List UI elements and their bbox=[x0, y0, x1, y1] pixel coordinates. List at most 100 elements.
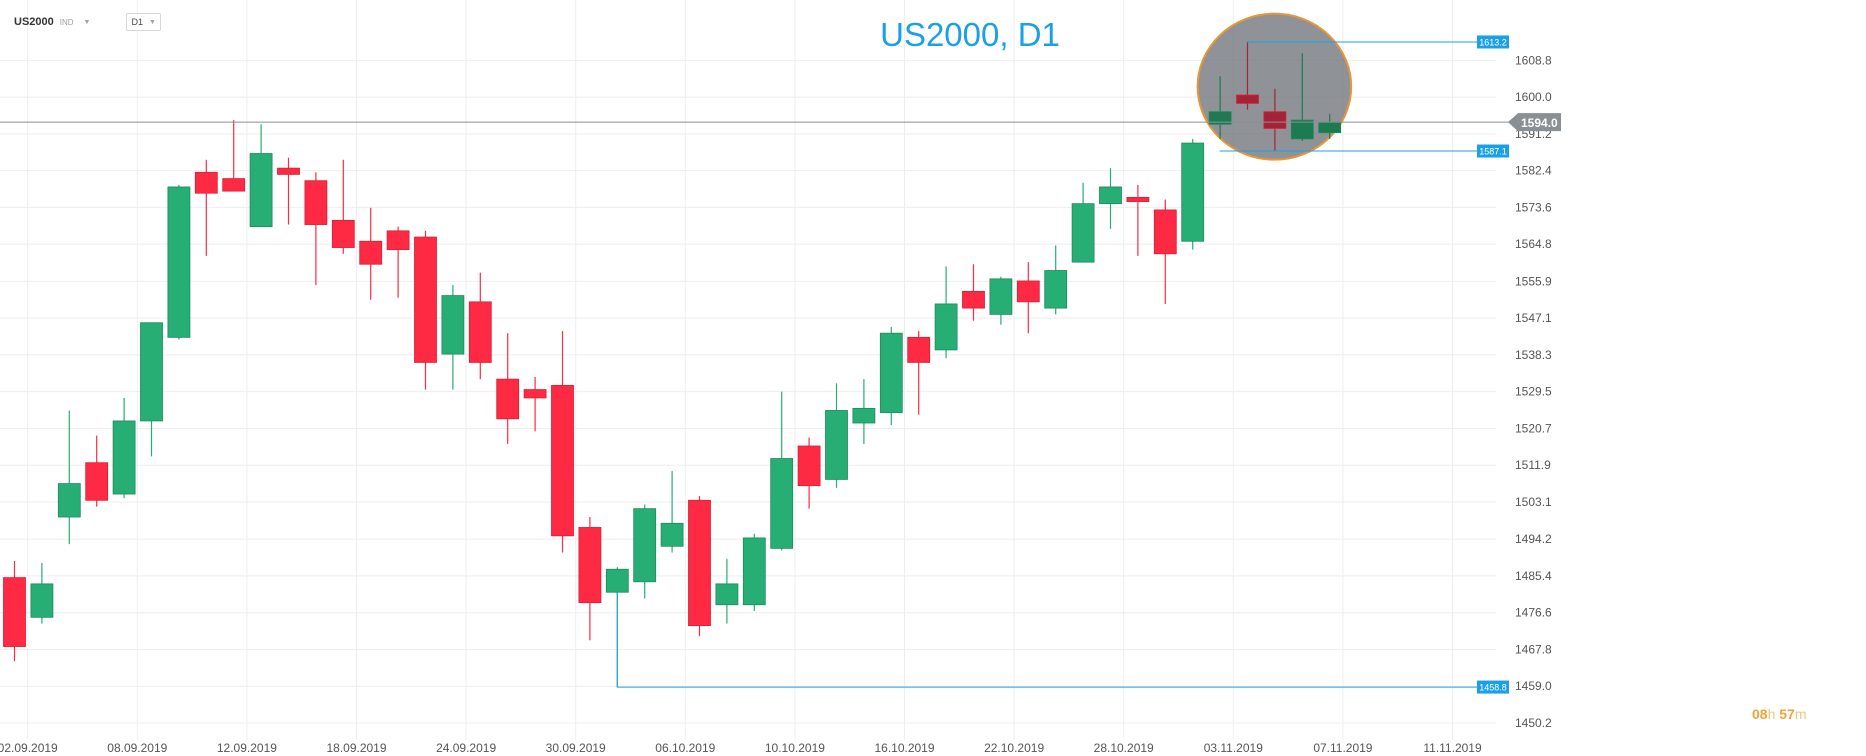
candle-body bbox=[1263, 111, 1287, 129]
timeframe-select[interactable]: D1 ▼ bbox=[126, 13, 161, 31]
y-tick-label: 1494.2 bbox=[1515, 532, 1552, 546]
candle-body bbox=[468, 301, 492, 363]
candle-body bbox=[1181, 142, 1205, 242]
x-tick-label: 07.11.2019 bbox=[1313, 741, 1372, 755]
candle-body bbox=[989, 278, 1013, 315]
candle-body bbox=[934, 303, 958, 351]
candle-body bbox=[85, 462, 109, 501]
price-level-tag bbox=[1477, 680, 1509, 694]
timeframe-chevron-down-icon: ▼ bbox=[149, 18, 156, 26]
candle-body bbox=[770, 458, 794, 549]
candle-body bbox=[797, 445, 821, 487]
candle-body bbox=[1126, 196, 1150, 202]
y-tick-label: 1582.4 bbox=[1515, 164, 1552, 178]
x-tick-label: 24.09.2019 bbox=[436, 741, 496, 755]
y-tick-label: 1520.7 bbox=[1515, 421, 1552, 435]
candle-body bbox=[441, 295, 465, 355]
y-tick-label: 1564.8 bbox=[1515, 237, 1552, 251]
candle-body bbox=[57, 483, 81, 518]
y-tick-label: 1511.9 bbox=[1515, 458, 1551, 472]
timer-hours-unit: h bbox=[1767, 706, 1776, 722]
y-tick-label: 1573.6 bbox=[1515, 200, 1552, 214]
x-tick-label: 16.10.2019 bbox=[874, 741, 934, 755]
candle-body bbox=[331, 219, 355, 248]
timeframe-value: D1 bbox=[131, 17, 143, 27]
symbol-type-badge: IND bbox=[59, 17, 74, 27]
y-tick-label: 1547.1 bbox=[1515, 311, 1552, 325]
candle-body bbox=[660, 522, 684, 547]
price-line-layer bbox=[0, 41, 1510, 688]
y-tick-label: 1555.9 bbox=[1515, 274, 1552, 288]
candle-body bbox=[633, 508, 657, 583]
candle-body bbox=[1099, 186, 1122, 205]
axis-layer: 1608.81600.01591.21582.41573.61564.81555… bbox=[0, 35, 1561, 755]
candle-body bbox=[277, 167, 300, 175]
price-level-label: 1587.1 bbox=[1479, 147, 1507, 157]
price-level-label: 1458.8 bbox=[1479, 683, 1507, 693]
candle-body bbox=[1153, 209, 1177, 255]
x-tick-label: 28.10.2019 bbox=[1094, 741, 1154, 755]
y-tick-label: 1529.5 bbox=[1515, 385, 1552, 399]
chart-toolbar: US2000 IND ▼ D1 ▼ bbox=[14, 12, 161, 32]
candle-body bbox=[551, 385, 574, 537]
symbol-name[interactable]: US2000 bbox=[14, 16, 54, 28]
candle-body bbox=[605, 568, 629, 593]
candle-timer: 08h 57m bbox=[1752, 706, 1807, 722]
y-tick-label: 1503.1 bbox=[1515, 495, 1552, 509]
candle-body bbox=[907, 336, 931, 363]
price-level-tag bbox=[1477, 35, 1509, 49]
candle-body bbox=[1208, 111, 1232, 125]
candle-body bbox=[1071, 203, 1095, 263]
chart-title: US2000, D1 bbox=[880, 16, 1060, 53]
candle-body bbox=[879, 332, 903, 413]
x-tick-label: 08.09.2019 bbox=[107, 741, 167, 755]
candle-body bbox=[249, 153, 273, 228]
y-tick-label: 1476.6 bbox=[1515, 606, 1552, 620]
candle-body bbox=[825, 410, 848, 480]
timer-hours: 08 bbox=[1752, 706, 1768, 722]
candle-body bbox=[1044, 270, 1068, 309]
current-price-tag bbox=[1508, 113, 1561, 132]
y-tick-label: 1485.4 bbox=[1515, 569, 1552, 583]
candle-body bbox=[688, 499, 711, 627]
candle-body bbox=[112, 420, 136, 495]
x-tick-label: 11.11.2019 bbox=[1423, 741, 1482, 755]
candle-body bbox=[962, 290, 985, 309]
candle-body bbox=[715, 583, 739, 606]
x-tick-label: 12.09.2019 bbox=[217, 741, 277, 755]
candle-body bbox=[222, 178, 246, 192]
candle-body bbox=[496, 378, 520, 420]
x-tick-label: 30.09.2019 bbox=[546, 741, 606, 755]
current-price-label: 1594.0 bbox=[1521, 116, 1558, 130]
price-level-tag bbox=[1477, 144, 1509, 158]
candle-body bbox=[194, 171, 218, 194]
timer-minutes-unit: m bbox=[1794, 706, 1807, 722]
candle-body bbox=[359, 240, 383, 265]
candle-body bbox=[414, 236, 437, 363]
y-tick-label: 1450.2 bbox=[1515, 716, 1552, 730]
candle-body bbox=[167, 186, 191, 338]
candle-body bbox=[3, 577, 26, 647]
x-tick-label: 18.09.2019 bbox=[326, 741, 386, 755]
price-level-label: 1613.2 bbox=[1479, 37, 1507, 47]
candle-body bbox=[304, 180, 328, 225]
candle-body bbox=[140, 322, 163, 422]
candle-body bbox=[852, 407, 876, 424]
candle-body bbox=[386, 230, 410, 251]
candle-body bbox=[1290, 119, 1314, 140]
symbol-chevron-down-icon[interactable]: ▼ bbox=[83, 18, 91, 26]
timer-minutes: 57 bbox=[1779, 706, 1795, 722]
x-tick-label: 06.10.2019 bbox=[655, 741, 715, 755]
candle-body bbox=[578, 527, 602, 604]
y-tick-label: 1538.3 bbox=[1515, 348, 1552, 362]
candle-body bbox=[1318, 121, 1342, 134]
x-tick-label: 22.10.2019 bbox=[984, 741, 1044, 755]
x-tick-label: 10.10.2019 bbox=[765, 741, 825, 755]
candle-body bbox=[1236, 94, 1259, 104]
x-tick-label: 03.11.2019 bbox=[1204, 741, 1263, 755]
y-tick-label: 1600.0 bbox=[1515, 90, 1552, 104]
candle-body bbox=[742, 537, 766, 606]
candle-layer bbox=[3, 41, 1342, 688]
candle-body bbox=[1016, 280, 1040, 303]
